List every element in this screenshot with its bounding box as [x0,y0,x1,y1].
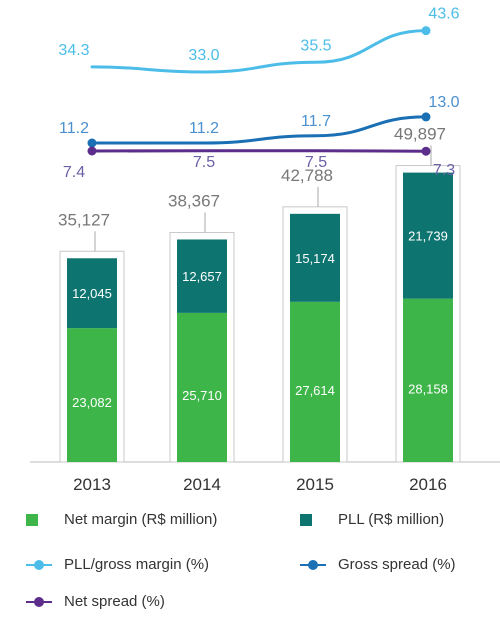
legend-label-net-margin: Net margin (R$ million) [64,511,218,528]
bar-net-margin-2013 [67,328,117,462]
label-pll-2015: 15,174 [295,251,335,266]
legend-label-net-spread: Net spread (%) [64,593,165,610]
label-net-spread-2014: 7.5 [193,154,215,171]
legend-label-pll: PLL (R$ million) [338,511,445,528]
x-tick-label-2013: 2013 [73,475,111,494]
label-net-spread-2015: 7.5 [305,154,327,171]
bar-net-margin-2014 [177,312,227,462]
point-gross-spread-3 [421,112,431,122]
label-gross-spread-2016: 13.0 [428,94,459,111]
x-tick-label-2015: 2015 [296,475,334,494]
legend-label-gross-spread: Gross spread (%) [338,556,456,573]
bar-net-margin-2016 [403,298,453,462]
label-net-spread-2013: 7.4 [63,164,85,181]
legend: Net margin (R$ million) PLL (R$ million)… [0,495,500,634]
label-pll-2013: 12,045 [72,286,112,301]
legend-item-net-spread: Net spread (%) [26,593,165,610]
label-gross-spread-2013: 11.2 [59,120,89,137]
legend-item-net-margin: Net margin (R$ million) [26,511,217,528]
point-net-spread-3 [421,146,431,156]
gross-spread-swatch [300,559,326,571]
bar-pll-2014 [177,239,227,313]
legend-item-pll-gross-margin: PLL/gross margin (%) [26,556,209,573]
label-net-margin-2013: 23,082 [72,395,112,410]
point-gross-spread-0 [87,138,97,148]
net-margin-swatch [26,513,38,526]
bar-pll-2015 [290,213,340,302]
label-pll-2016: 21,739 [408,229,448,244]
label-pll-gross-margin-2015: 35.5 [300,37,331,54]
bar-and-line-chart: 23,082 12,045 35,127 2013 25,710 12,657 38,367… [30,6,500,494]
point-net-spread-0 [87,146,97,156]
line-pll-gross-margin [90,29,428,74]
legend-item-gross-spread: Gross spread (%) [300,556,456,573]
label-pll-2014: 12,657 [182,269,222,284]
x-tick-label-2014: 2014 [183,475,221,494]
label-total-2013: 35,127 [58,210,110,229]
label-pll-gross-margin-2016: 43.6 [428,6,459,23]
point-pll-gross-margin-3 [421,26,431,36]
label-pll-gross-margin-2013: 34.3 [58,42,89,59]
label-gross-spread-2014: 11.2 [189,120,219,137]
label-total-2015: 42,788 [281,166,333,185]
label-total-2014: 38,367 [168,191,220,210]
label-gross-spread-2015: 11.7 [301,113,331,130]
legend-label-pll-gross-margin: PLL/gross margin (%) [64,556,210,573]
legend-item-pll: PLL (R$ million) [300,511,444,528]
bar-net-margin-2015 [290,301,340,462]
label-net-margin-2016: 28,158 [408,382,448,397]
net-spread-swatch [26,596,52,608]
bar-pll-2013 [67,258,117,329]
line-gross-spread [90,115,428,145]
label-pll-gross-margin-2014: 33.0 [188,47,219,64]
label-net-margin-2014: 25,710 [182,388,222,403]
label-total-2016: 49,897 [394,125,446,144]
label-net-spread-2016: 7.3 [433,162,455,179]
bar-pll-2016 [403,172,453,299]
pll-gross-margin-swatch [26,559,52,571]
label-net-margin-2015: 27,614 [295,383,335,398]
x-tick-label-2016: 2016 [409,475,447,494]
pll-swatch [300,513,312,526]
